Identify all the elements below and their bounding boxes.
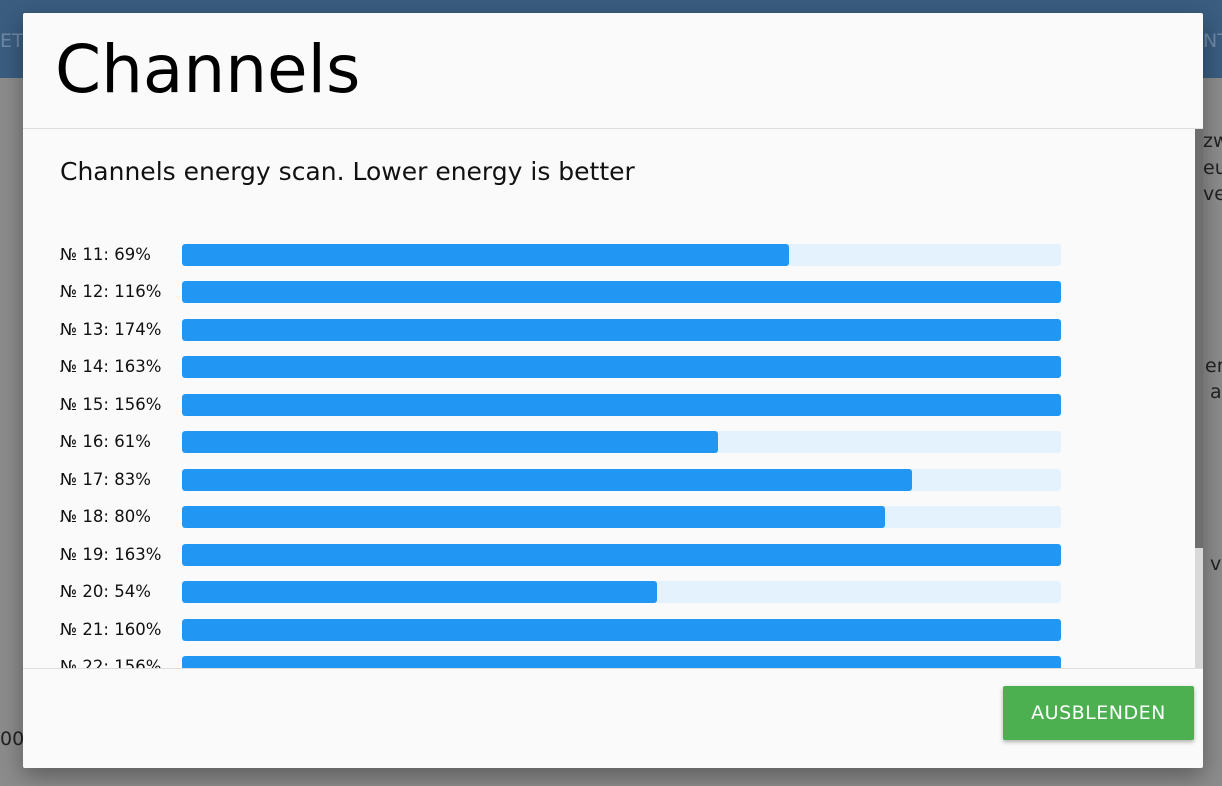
dialog-title: Channels [55,31,361,108]
channel-label: № 20: 54% [60,582,151,602]
dialog: Channels Channels energy scan. Lower ene… [23,13,1203,768]
bg-text: eu [1203,157,1222,179]
bg-text: v [1210,553,1222,575]
channel-row: № 22: 156% [60,655,1100,668]
channel-label: № 21: 160% [60,619,162,639]
channel-row: № 11: 69% [60,244,1100,266]
scrollbar-thumb[interactable] [1195,129,1203,548]
progress-bar [182,244,789,266]
channel-row: № 21: 160% [60,618,1100,641]
channel-label: № 22: 156% [60,656,162,668]
bg-text: NT [1203,30,1222,52]
subtitle: Channels energy scan. Lower energy is be… [60,157,635,186]
divider [23,128,1203,129]
progress-track [182,244,1061,266]
channel-row: № 14: 163% [60,356,1100,379]
progress-track [182,618,1061,641]
bg-text: ET [0,30,24,52]
progress-bar [182,393,1061,416]
progress-track [182,356,1061,379]
channel-row: № 16: 61% [60,431,1100,454]
channel-label: № 14: 163% [60,357,162,377]
channel-row: № 13: 174% [60,318,1100,341]
channel-label: № 13: 174% [60,319,162,339]
progress-track [182,543,1061,566]
channel-row: № 18: 80% [60,506,1100,529]
channel-label: № 16: 61% [60,432,151,452]
bg-text: 00 [0,728,25,750]
progress-track [182,393,1061,416]
channel-row: № 15: 156% [60,393,1100,416]
dialog-content: Channels energy scan. Lower energy is be… [23,129,1203,668]
progress-track [182,506,1061,529]
channel-label: № 18: 80% [60,507,151,527]
progress-bar [182,655,1061,668]
channel-row: № 20: 54% [60,581,1100,604]
divider [23,668,1203,669]
bg-text: zw [1203,130,1222,152]
bg-text: a [1210,381,1222,403]
progress-track [182,581,1061,604]
channel-row: № 12: 116% [60,281,1100,304]
progress-bar [182,468,912,491]
channel-label: № 11: 69% [60,245,151,264]
channel-row: № 19: 163% [60,543,1100,566]
bg-text: ve [1203,183,1222,205]
channel-label: № 15: 156% [60,394,162,414]
progress-bar [182,543,1061,566]
progress-bar [182,318,1061,341]
bg-text: er [1205,355,1222,377]
channel-row: № 17: 83% [60,468,1100,491]
progress-bar [182,506,886,529]
channel-label: № 19: 163% [60,544,162,564]
progress-bar [182,618,1061,641]
progress-track [182,468,1061,491]
channel-label: № 12: 116% [60,282,162,302]
progress-bar [182,281,1061,304]
channel-label: № 17: 83% [60,469,151,489]
progress-track [182,281,1061,304]
progress-bar [182,356,1061,379]
progress-track [182,655,1061,668]
progress-track [182,318,1061,341]
hide-button[interactable]: AUSBLENDEN [1003,686,1194,740]
progress-bar [182,581,657,604]
progress-bar [182,431,719,454]
progress-track [182,431,1061,454]
